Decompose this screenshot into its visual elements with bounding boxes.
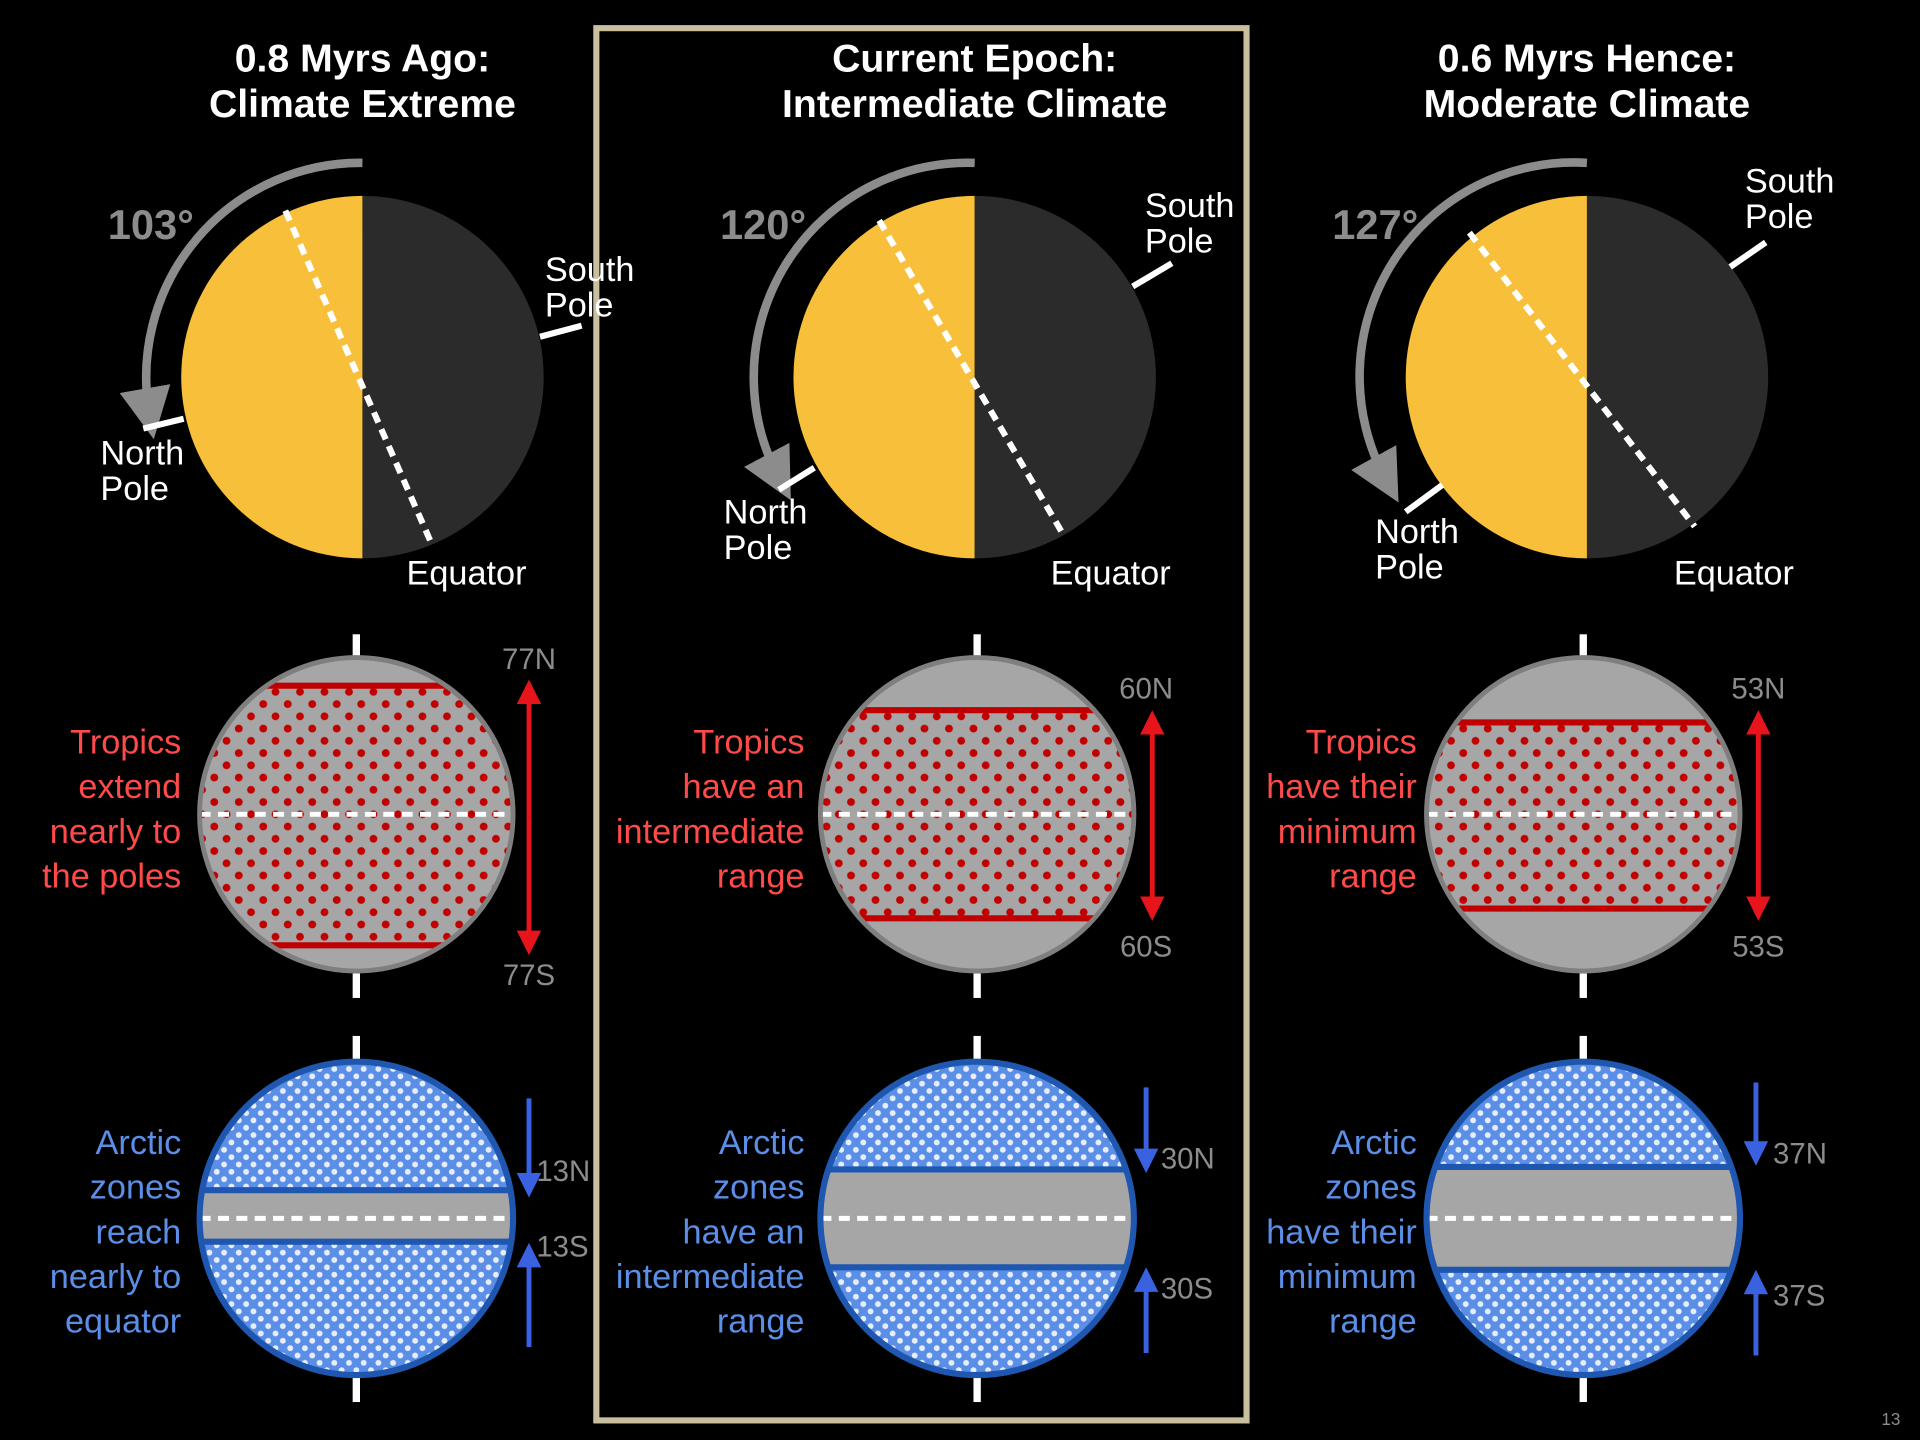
north-pole-label: Pole [100, 470, 169, 508]
north-pole-label: North [100, 435, 184, 473]
arctic-description: zones [713, 1169, 804, 1207]
lit-half [1405, 195, 1587, 559]
arctic-description: Arctic [719, 1124, 805, 1162]
dark-half [974, 195, 1156, 559]
tropics-north-label: 53N [1731, 672, 1785, 705]
north-pole-tick [1403, 482, 1445, 515]
tropics-description: Tropics [70, 724, 181, 762]
tilt-angle: 120° [720, 201, 806, 248]
equator-label: Equator [407, 555, 527, 593]
south-pole-label: Pole [1145, 223, 1214, 261]
tropics-description: nearly to [50, 813, 181, 851]
north-pole-tick [142, 415, 185, 432]
column-title: Current Epoch: [832, 38, 1117, 81]
tropics-description: intermediate [616, 813, 805, 851]
tropics-description: range [1329, 858, 1417, 896]
tropics-description: the poles [42, 858, 181, 896]
arctic-north-label: 37N [1773, 1138, 1827, 1171]
tropics-description: range [717, 858, 805, 896]
tropics-description: have their [1266, 768, 1416, 806]
south-pole-label: Pole [1745, 198, 1814, 236]
north-pole-label: North [724, 493, 808, 531]
arctic-description: intermediate [616, 1258, 805, 1296]
column-title: Climate Extreme [209, 83, 516, 126]
arctic-description: have their [1266, 1213, 1416, 1251]
south-pole-tick [1131, 260, 1174, 290]
tropics-description: minimum [1278, 813, 1417, 851]
equator-line [1466, 230, 1698, 529]
tropics-south-label: 60S [1120, 931, 1172, 964]
tropics-north-label: 60N [1119, 672, 1173, 705]
equator-label: Equator [1051, 555, 1171, 593]
arctic-description: equator [65, 1303, 181, 1341]
south-pole-label: South [545, 251, 635, 289]
south-pole-label: South [1145, 187, 1235, 225]
arctic-description: zones [90, 1169, 181, 1207]
globe-outline [1424, 655, 1743, 974]
arctic-description: zones [1325, 1169, 1416, 1207]
arctic-description: range [717, 1303, 805, 1341]
column-title: Moderate Climate [1424, 83, 1751, 126]
highlight-frame [593, 25, 1250, 1424]
arctic-description: minimum [1278, 1258, 1417, 1296]
column-title: 0.6 Myrs Hence: [1438, 38, 1736, 81]
equator-line [876, 218, 1066, 536]
tropics-description: Tropics [1306, 724, 1417, 762]
globe-outline [196, 1058, 517, 1379]
globe-outline [817, 1058, 1137, 1379]
tropics-south-label: 77S [503, 959, 555, 992]
arctic-description: nearly to [50, 1258, 181, 1296]
arctic-description: Arctic [1331, 1124, 1417, 1162]
tilt-angle: 103° [108, 201, 194, 248]
arctic-description: reach [96, 1213, 182, 1251]
page-number: 13 [1881, 1409, 1900, 1429]
arctic-description: have an [683, 1213, 805, 1251]
south-pole-tick [1728, 239, 1768, 270]
north-pole-tick [777, 465, 816, 493]
equator-line [282, 209, 434, 544]
south-pole-label: Pole [545, 286, 614, 324]
tropics-description: Tropics [693, 724, 804, 762]
globe-outline [1423, 1058, 1744, 1379]
north-pole-label: Pole [724, 529, 793, 567]
tropics-south-label: 53S [1732, 931, 1784, 964]
arctic-south-label: 37S [1773, 1280, 1825, 1313]
equator-label: Equator [1674, 555, 1794, 593]
arctic-description: range [1329, 1303, 1417, 1341]
column-title: Intermediate Climate [782, 83, 1167, 126]
tropics-description: have an [683, 768, 805, 806]
arctic-north-label: 30N [1161, 1143, 1215, 1176]
arctic-north-label: 13N [536, 1155, 590, 1188]
south-pole-label: South [1745, 163, 1835, 201]
arctic-south-label: 13S [536, 1231, 588, 1264]
globe-outline [817, 655, 1137, 974]
dark-half [1586, 195, 1769, 559]
arctic-description: Arctic [96, 1124, 182, 1162]
column-title: 0.8 Myrs Ago: [235, 38, 490, 81]
rotation-arrow [119, 158, 363, 440]
globe-outline [197, 655, 516, 974]
rotation-arrow [744, 158, 975, 501]
tropics-north-label: 77N [502, 643, 556, 676]
south-pole-tick [539, 322, 583, 340]
tilt-angle: 127° [1332, 201, 1418, 248]
north-pole-label: Pole [1375, 548, 1444, 586]
arctic-south-label: 30S [1161, 1272, 1213, 1305]
lit-half [793, 195, 975, 559]
tropics-description: extend [78, 768, 181, 806]
dark-half [362, 195, 544, 559]
north-pole-label: North [1375, 513, 1459, 551]
rotation-arrow [1351, 158, 1588, 503]
